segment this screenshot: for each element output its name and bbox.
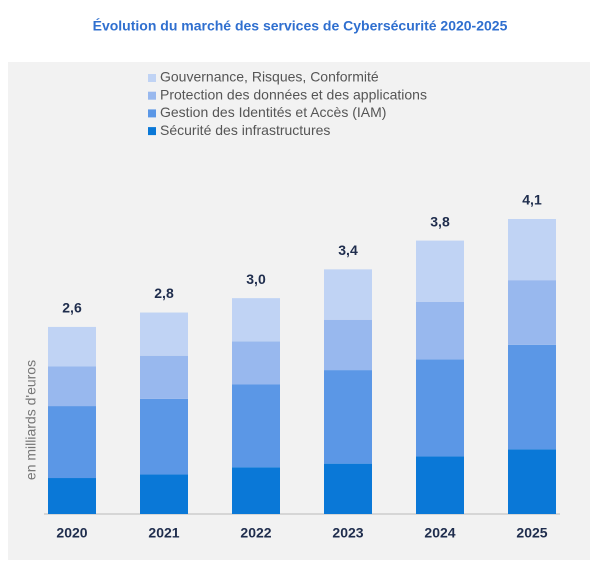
- legend-label: Gouvernance, Risques, Conformité: [160, 69, 379, 85]
- bar-segment: [416, 456, 464, 514]
- bar-segment: [416, 240, 464, 302]
- bar-segment: [48, 478, 96, 514]
- bar-segment: [324, 370, 372, 464]
- bar-segment: [232, 384, 280, 468]
- chart-panel: [8, 62, 590, 560]
- x-tick-label: 2020: [56, 525, 87, 541]
- bar-segment: [140, 312, 188, 356]
- legend-label: Gestion des Identités et Accès (IAM): [160, 104, 386, 120]
- y-axis-label: en milliards d'euros: [23, 360, 39, 480]
- legend-swatch: [148, 109, 156, 118]
- legend-swatch: [148, 127, 156, 136]
- x-tick-label: 2023: [332, 525, 363, 541]
- bar-segment: [324, 269, 372, 320]
- total-label: 3,8: [430, 213, 450, 229]
- bar-segment: [508, 449, 556, 514]
- x-tick-label: 2022: [240, 525, 271, 541]
- bar-segment: [508, 344, 556, 450]
- bar-segment: [324, 319, 372, 371]
- bar-segment: [140, 355, 188, 399]
- bar-segment: [232, 341, 280, 385]
- bar-segment: [48, 326, 96, 367]
- x-tick-label: 2024: [424, 525, 455, 541]
- bar-segment: [416, 359, 464, 457]
- total-label: 3,4: [338, 242, 358, 258]
- bar-segment: [324, 463, 372, 514]
- bar-segment: [140, 398, 188, 475]
- bar-segment: [416, 301, 464, 360]
- total-label: 4,1: [522, 192, 542, 208]
- legend-swatch: [148, 74, 156, 82]
- total-label: 2,8: [154, 285, 174, 301]
- legend-label: Protection des données et des applicatio…: [160, 86, 427, 102]
- bar-segment: [508, 280, 556, 345]
- bar-segment: [232, 467, 280, 514]
- bar-segment: [140, 474, 188, 514]
- legend-swatch: [148, 91, 156, 100]
- bar-segment: [48, 366, 96, 407]
- bar-segment: [508, 219, 556, 281]
- chart-title: Évolution du marché des services de Cybe…: [93, 18, 508, 34]
- x-tick-label: 2021: [148, 525, 179, 541]
- bar-segment: [48, 406, 96, 479]
- bar-segment: [232, 298, 280, 342]
- total-label: 3,0: [246, 271, 266, 287]
- legend-label: Sécurité des infrastructures: [160, 122, 330, 138]
- total-label: 2,6: [62, 300, 82, 316]
- x-tick-label: 2025: [516, 525, 547, 541]
